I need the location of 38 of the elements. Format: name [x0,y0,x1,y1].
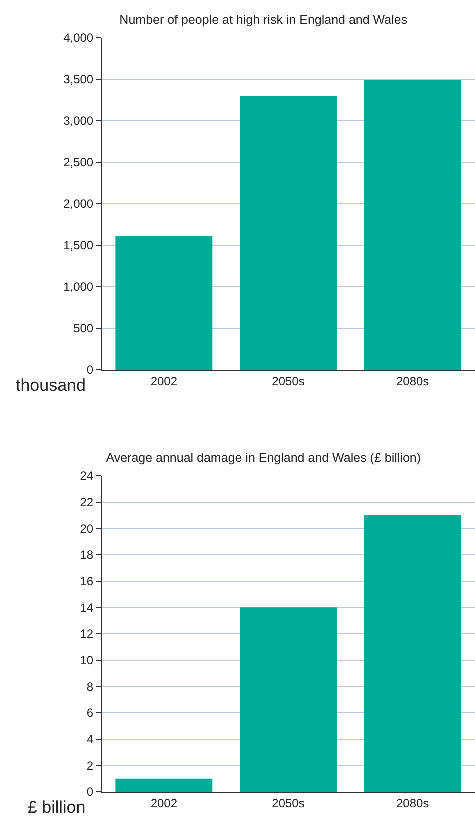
y-tick-label: 16 [80,574,94,589]
y-tick-label: 24 [80,469,94,484]
y-tick-label: 3,500 [64,72,94,87]
bar [364,516,462,792]
y-tick-label: 18 [80,548,94,562]
x-tick-label: 2050s [272,796,305,810]
bar [240,608,337,792]
chart-title: Number of people at high risk in England and Wales [120,13,408,27]
y-tick-label: 1,000 [64,280,94,294]
x-tick-label: 2002 [150,374,178,388]
y-tick-label: 20 [80,522,94,536]
y-tick-label: 3,000 [64,114,94,128]
y-tick-label: 6 [86,706,94,720]
y-tick-label: 500 [74,322,94,336]
bar [240,96,337,370]
x-tick-label: 2002 [150,796,178,810]
x-tick-label: 2050s [272,374,305,388]
bar [116,236,213,370]
y-tick-label: 4,000 [64,31,94,46]
y-tick-label: 12 [80,627,94,642]
y-tick-label: 14 [80,600,94,615]
y-tick-label: 0 [86,785,94,800]
y-axis-title: thousand [16,376,86,395]
y-tick-label: 4 [86,732,94,747]
y-tick-label: 0 [86,363,94,378]
chart-title: Average annual damage in England and Wales (£ billion) [106,451,422,465]
y-tick-label: 2,000 [64,197,94,212]
y-tick-label: 22 [80,496,94,510]
y-axis-title: £ billion [28,798,86,817]
y-tick-label: 8 [86,680,94,694]
y-tick-label: 1,500 [64,238,94,253]
y-tick-label: 10 [80,654,94,668]
y-tick-label: 2 [86,758,94,773]
x-tick-label: 2080s [396,374,430,388]
y-tick-label: 2,500 [64,156,94,170]
bar [116,778,213,792]
x-tick-label: 2080s [396,796,430,810]
bar [364,80,462,370]
